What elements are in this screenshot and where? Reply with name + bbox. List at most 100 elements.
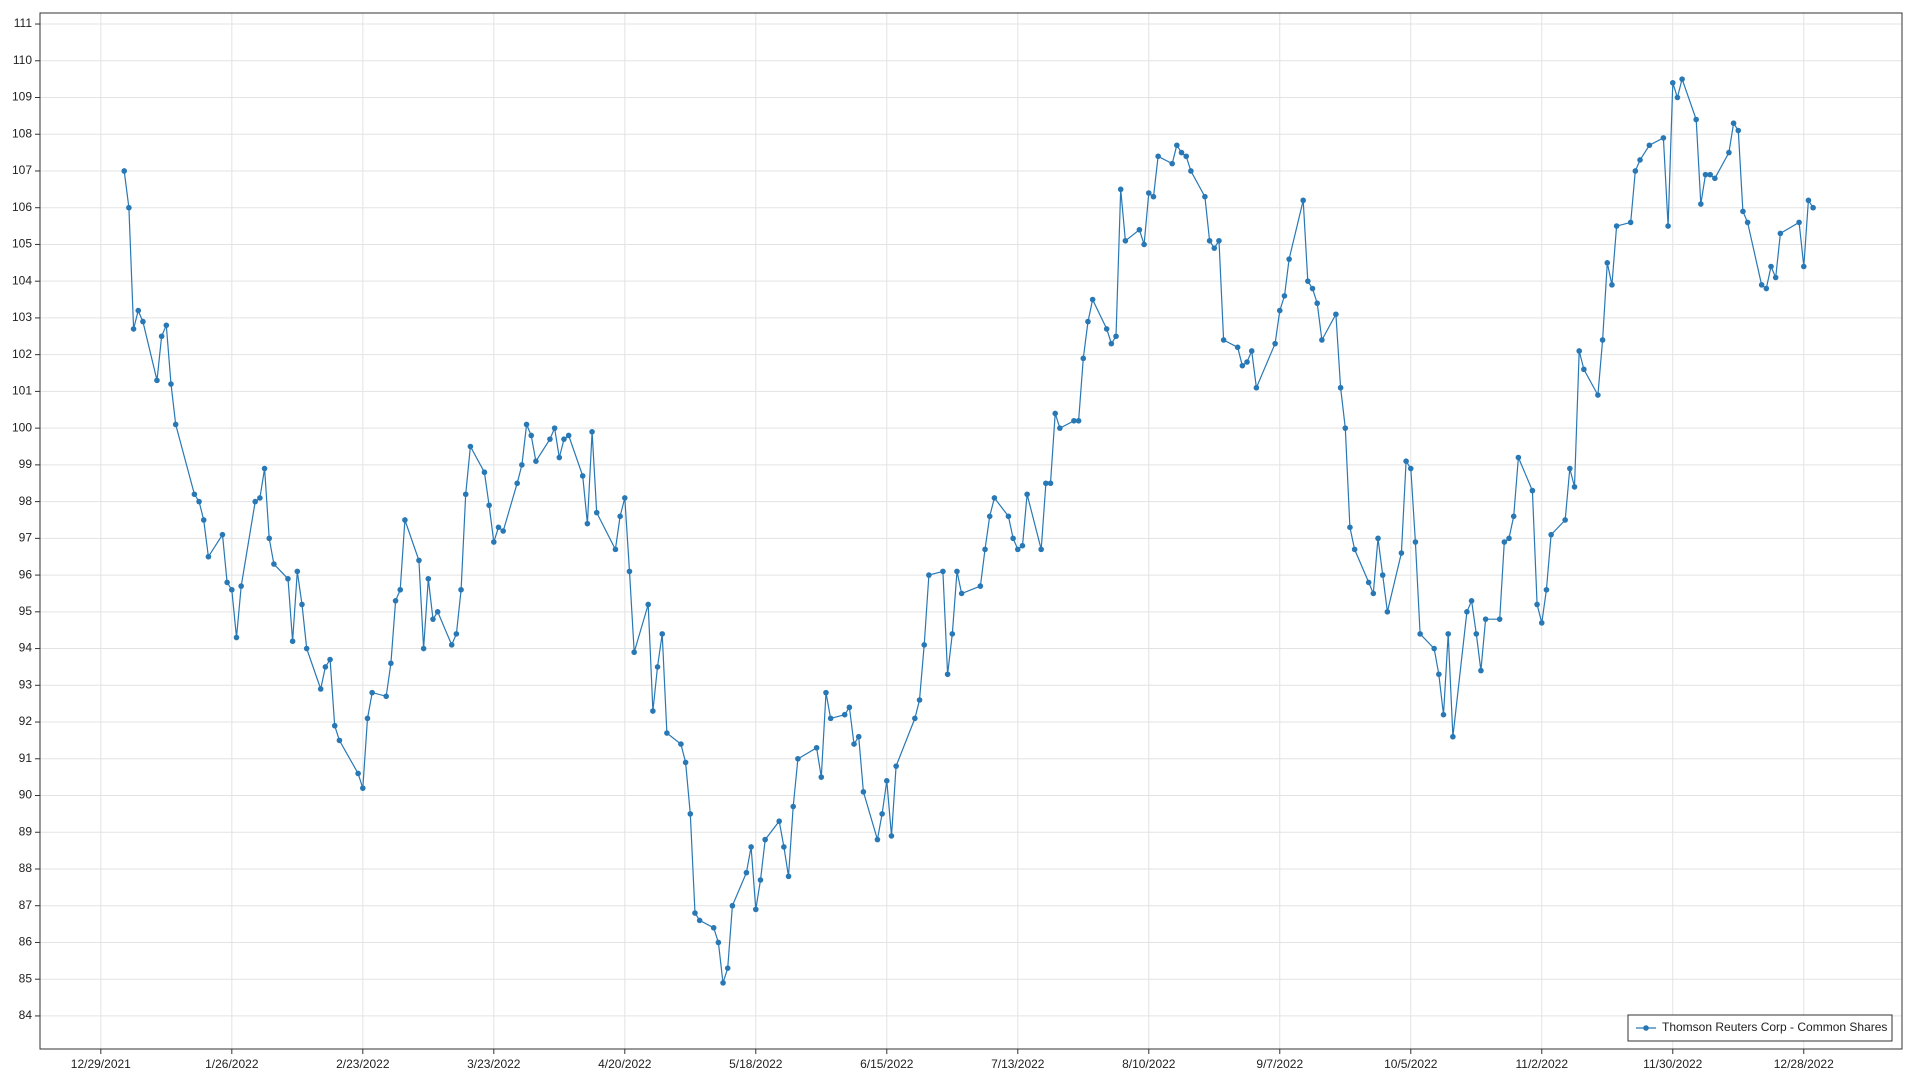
point	[519, 462, 525, 468]
point	[369, 689, 375, 696]
point	[1038, 546, 1044, 553]
point	[1669, 80, 1676, 86]
point	[528, 432, 535, 439]
point	[172, 421, 179, 428]
point	[1702, 171, 1709, 178]
point	[1436, 671, 1442, 678]
point	[1468, 598, 1475, 604]
legend-swatch-point	[1643, 1025, 1649, 1031]
y-tick-label: 92	[19, 714, 33, 728]
point	[1632, 168, 1639, 174]
point	[790, 803, 797, 810]
y-tick-label: 102	[12, 347, 32, 361]
point	[1660, 135, 1667, 141]
point	[785, 873, 792, 880]
point	[1800, 263, 1807, 270]
point	[757, 877, 764, 883]
point	[1089, 296, 1096, 303]
point	[1103, 326, 1110, 332]
point	[163, 322, 170, 329]
point	[1379, 572, 1386, 578]
point	[682, 759, 689, 766]
point	[126, 204, 132, 211]
x-tick-label: 11/30/2022	[1643, 1057, 1702, 1071]
point	[1010, 535, 1016, 542]
point	[916, 697, 923, 703]
x-tick-label: 2/23/2022	[336, 1057, 390, 1071]
point	[664, 730, 670, 736]
point	[724, 965, 731, 971]
point	[851, 741, 857, 747]
point	[355, 770, 361, 777]
point	[1248, 348, 1255, 354]
point	[1043, 480, 1049, 487]
point	[1482, 616, 1489, 622]
y-tick-label: 108	[12, 126, 32, 140]
point	[1244, 359, 1250, 365]
point	[612, 546, 619, 553]
point	[949, 631, 956, 637]
point	[1071, 417, 1077, 424]
point	[205, 553, 212, 560]
point	[841, 711, 848, 718]
point	[1637, 157, 1643, 163]
point	[224, 579, 230, 586]
point	[1024, 491, 1030, 498]
y-tick-label: 111	[14, 16, 33, 30]
x-tick-label: 5/18/2022	[729, 1057, 783, 1071]
point	[397, 586, 404, 593]
point	[200, 517, 207, 523]
y-tick-label: 105	[12, 237, 32, 251]
point	[1014, 546, 1021, 553]
y-tick-label: 87	[19, 898, 33, 912]
point	[434, 609, 441, 615]
point	[1174, 142, 1180, 149]
legend: Thomson Reuters Corp - Common Shares	[1627, 1014, 1893, 1042]
x-tick-label: 11/2/2022	[1516, 1057, 1569, 1071]
point	[252, 498, 259, 505]
point	[135, 307, 142, 314]
point	[678, 741, 684, 747]
point	[1571, 484, 1578, 490]
point	[1450, 733, 1456, 740]
point	[233, 634, 240, 641]
point	[589, 429, 595, 435]
point	[1370, 590, 1377, 597]
point	[1543, 586, 1550, 593]
point	[299, 601, 305, 608]
y-tick-label: 89	[19, 824, 33, 838]
point	[1272, 340, 1278, 347]
point	[1150, 193, 1157, 200]
point	[1576, 348, 1582, 354]
point	[1712, 175, 1718, 182]
point	[154, 377, 160, 384]
point	[1080, 355, 1087, 362]
point	[659, 631, 666, 637]
point	[940, 568, 946, 575]
point	[1286, 256, 1292, 262]
point	[500, 528, 506, 534]
point	[266, 535, 273, 542]
y-tick-label: 93	[19, 677, 33, 691]
point	[827, 715, 834, 722]
y-tick-label: 101	[12, 384, 32, 398]
point	[1047, 480, 1054, 487]
point	[1810, 204, 1816, 211]
point	[762, 836, 768, 843]
point	[1515, 454, 1522, 461]
point	[874, 836, 881, 843]
point	[121, 168, 128, 174]
point	[715, 939, 722, 946]
point	[617, 513, 623, 520]
x-tick-label: 9/7/2022	[1256, 1057, 1303, 1071]
point	[1276, 307, 1283, 314]
y-tick-label: 90	[19, 788, 33, 802]
x-tick-label: 12/29/2021	[71, 1057, 131, 1071]
point	[1188, 168, 1194, 174]
point	[781, 844, 787, 850]
point	[1431, 645, 1437, 652]
point	[823, 689, 829, 696]
point	[982, 546, 988, 553]
point	[1529, 487, 1536, 494]
point	[462, 491, 469, 498]
